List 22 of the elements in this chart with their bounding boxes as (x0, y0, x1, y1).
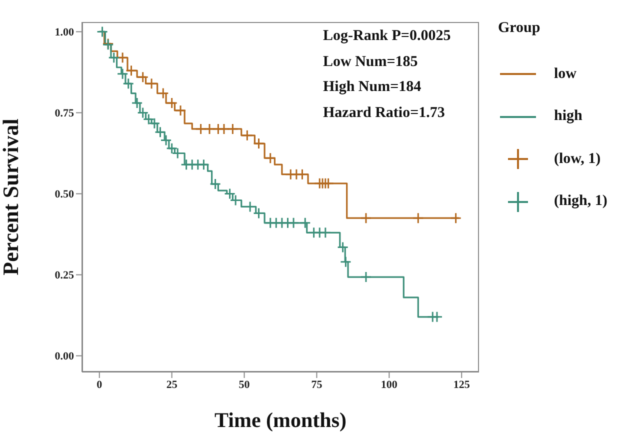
x-tick-label: 0 (96, 378, 103, 391)
legend-title: Group (498, 20, 542, 37)
legend-label: high (554, 108, 582, 126)
annotation: Low Num=185 (323, 54, 418, 70)
annotation: Log-Rank P=0.0025 (323, 28, 451, 45)
y-tick-label: 1.00 (54, 26, 74, 39)
annotation: Hazard Ratio=1.73 (323, 104, 445, 122)
x-tick-label: 25 (166, 378, 178, 391)
y-tick-label: 0.00 (54, 350, 74, 363)
x-tick-label: 100 (380, 378, 398, 391)
x-tick-label: 75 (311, 378, 323, 391)
x-tick-label: 50 (238, 378, 250, 391)
legend-label: low (554, 66, 576, 83)
x-axis-title: Time (months) (214, 408, 347, 432)
annotation: High Num=184 (323, 79, 422, 96)
y-tick-label: 0.25 (54, 270, 74, 282)
legend-label: (high, 1) (554, 193, 608, 210)
y-tick-label: 0.75 (54, 108, 74, 120)
y-tick-label: 0.50 (54, 188, 74, 201)
legend-label: (low, 1) (554, 150, 601, 168)
x-tick-label: 125 (453, 378, 470, 391)
y-axis-title: Percent Survival (0, 118, 23, 276)
